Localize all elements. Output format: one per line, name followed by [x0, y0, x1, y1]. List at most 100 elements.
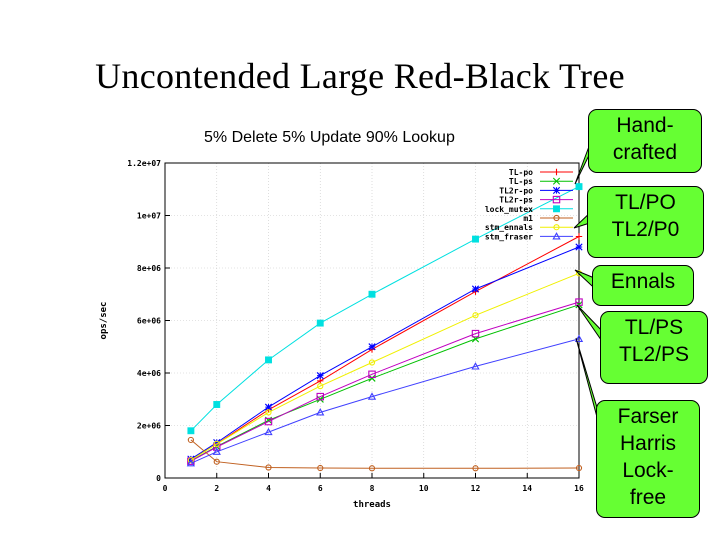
x-tick-label: 16: [574, 484, 584, 493]
data-point: [367, 392, 377, 400]
series-line: [190, 272, 580, 461]
series-line: [190, 304, 580, 462]
data-point: [574, 334, 584, 342]
x-tick-label: 0: [163, 484, 168, 493]
legend-label: m1: [523, 214, 533, 223]
callout-line: Ennals: [610, 270, 676, 293]
series-line: [190, 439, 580, 469]
slide-title: Uncontended Large Red-Black Tree: [95, 56, 625, 96]
data-point: [317, 464, 324, 472]
callout-fraser: Farser Harris Lock- free: [596, 400, 700, 518]
data-point: [552, 177, 561, 185]
data-point: [575, 233, 583, 240]
x-tick-label: 2: [214, 484, 219, 493]
chart-legend: TL-poTL-psTL2r-poTL2r-pslock_mutexm1stm_…: [485, 168, 573, 241]
chart-subtitle: 5% Delete 5% Update 90% Lookup: [204, 129, 455, 146]
data-point: [213, 458, 220, 465]
callout-line: Lock-: [622, 459, 674, 482]
y-axis-label: ops/sec: [99, 302, 109, 340]
data-point: [316, 319, 324, 327]
data-point: [317, 383, 324, 390]
data-point: [186, 458, 196, 467]
data-point: [265, 409, 272, 416]
data-point: [471, 362, 480, 370]
data-point: [187, 427, 195, 435]
legend-label: TL-po: [509, 168, 533, 177]
data-point: [316, 408, 325, 416]
callout-line: TL2/PS: [618, 343, 690, 366]
data-point: [553, 205, 560, 213]
callout-line: Hand-: [616, 114, 674, 137]
data-point: [316, 372, 324, 380]
legend-label: TL2r-ps: [499, 196, 533, 205]
data-point: [213, 438, 221, 447]
y-tick-label: 6e+06: [137, 317, 161, 326]
data-point: [368, 343, 376, 351]
y-tick-label: 2e+06: [137, 422, 161, 431]
series-tl2r-ps: [187, 298, 583, 465]
data-point: [187, 457, 194, 464]
data-point: [552, 232, 561, 240]
x-axis-label: threads: [353, 500, 391, 510]
callout-line: free: [629, 486, 667, 509]
data-point: [472, 465, 479, 472]
data-point: [552, 195, 561, 204]
legend-label: stm_ennals: [485, 223, 533, 232]
data-point: [472, 235, 479, 243]
series-m1: [187, 436, 583, 472]
data-point: [368, 370, 376, 379]
x-tick-label: 8: [370, 484, 375, 493]
data-point: [368, 359, 376, 366]
series-line: [190, 246, 580, 460]
callout-tl-po: TL/PO TL2/P0: [587, 186, 704, 258]
data-point: [553, 168, 560, 176]
callout-line: Harris: [620, 432, 676, 455]
series-line: [190, 236, 580, 461]
data-point: [471, 329, 480, 338]
data-point: [316, 392, 324, 401]
y-tick-label: 0: [156, 474, 161, 483]
y-tick-label: 4e+06: [137, 369, 161, 378]
x-tick-label: 4: [266, 484, 271, 493]
x-tick-label: 12: [471, 484, 481, 493]
data-point: [575, 243, 583, 251]
data-point: [368, 374, 376, 382]
series-tl2r-po: [187, 243, 583, 463]
legend-label: TL2r-po: [499, 186, 533, 195]
series-stm-fraser: [186, 334, 584, 467]
data-point: [575, 183, 583, 191]
data-point: [213, 401, 221, 408]
data-point: [264, 417, 273, 426]
y-tick-label: 8e+06: [137, 264, 161, 273]
data-point: [553, 214, 560, 222]
data-point: [575, 464, 583, 472]
callout-line: Farser: [617, 405, 679, 428]
callout-tl-ps: TL/PS TL2/PS: [600, 311, 708, 384]
data-point: [552, 186, 561, 194]
data-point: [265, 464, 272, 471]
series-stm-ennals: [187, 270, 583, 464]
series-tl-ps: [187, 301, 583, 465]
series-line: [190, 338, 580, 464]
legend-label: TL-ps: [509, 177, 533, 186]
axis-ticks: 0 2e+06 4e+06 6e+06 8e+06 1e+07 1.2e+07 0 2 4 6 8 10…: [127, 159, 584, 493]
data-point: [471, 285, 480, 293]
data-point: [265, 356, 272, 364]
x-tick-label: 6: [318, 484, 323, 493]
x-tick-label: 14: [522, 484, 532, 493]
data-point: [368, 465, 376, 472]
data-point: [553, 224, 560, 231]
callout-ennals: Ennals: [592, 265, 694, 306]
series-line: [190, 301, 580, 462]
callout-handcrafted: Hand- crafted: [588, 109, 702, 173]
series-layer: [186, 183, 584, 472]
data-point: [213, 440, 220, 447]
data-point: [264, 403, 273, 411]
series-lock-mutex: [187, 183, 583, 435]
callout-line: TL2/P0: [611, 218, 680, 241]
data-point: [472, 312, 479, 319]
legend-label: stm_fraser: [485, 232, 533, 241]
data-point: [368, 290, 376, 298]
y-tick-label: 1e+07: [137, 212, 161, 221]
